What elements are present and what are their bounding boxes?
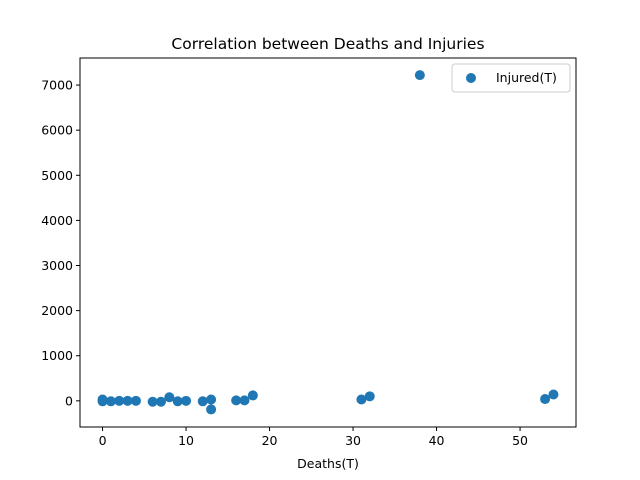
data-point <box>181 395 192 406</box>
y-tick-label: 4000 <box>41 213 73 228</box>
data-point <box>356 394 367 405</box>
y-tick-label: 1000 <box>41 348 73 363</box>
legend-marker <box>466 73 476 83</box>
data-point <box>147 396 158 407</box>
data-point <box>206 404 217 415</box>
chart-title: Correlation between Deaths and Injuries <box>171 35 484 53</box>
data-point <box>247 390 258 401</box>
x-tick-label: 40 <box>429 433 445 448</box>
data-point <box>130 395 141 406</box>
data-point <box>122 395 133 406</box>
y-tick-label: 5000 <box>41 168 73 183</box>
data-point <box>114 395 125 406</box>
data-points <box>97 70 559 415</box>
legend-label: Injured(T) <box>496 70 557 85</box>
data-point <box>364 391 375 402</box>
x-axis: 0 10 20 30 40 50 <box>99 427 528 448</box>
data-point <box>172 396 183 407</box>
y-tick-label: 6000 <box>41 123 73 138</box>
y-axis: 0 1000 2000 3000 4000 5000 6000 7000 <box>41 78 80 408</box>
y-tick-label: 7000 <box>41 78 73 93</box>
data-point <box>155 396 166 407</box>
legend-frame <box>451 63 571 93</box>
x-axis-label: Deaths(T) <box>297 456 359 471</box>
x-tick-label: 10 <box>178 433 194 448</box>
plot-frame <box>79 57 577 428</box>
legend: Injured(T) <box>451 63 571 93</box>
x-tick-label: 50 <box>512 433 528 448</box>
data-point <box>231 395 242 406</box>
x-tick-label: 30 <box>345 433 361 448</box>
y-tick-label: 2000 <box>41 303 73 318</box>
y-tick-label: 3000 <box>41 258 73 273</box>
data-point <box>239 395 250 406</box>
data-point <box>540 394 551 405</box>
x-tick-label: 20 <box>262 433 278 448</box>
data-point <box>206 394 217 405</box>
y-tick-label: 0 <box>65 393 73 408</box>
x-tick-label: 0 <box>99 433 107 448</box>
data-point <box>105 396 116 407</box>
data-point <box>97 396 108 407</box>
data-point <box>548 389 559 400</box>
data-point <box>197 396 208 407</box>
data-point <box>164 392 175 403</box>
data-point <box>414 70 425 81</box>
